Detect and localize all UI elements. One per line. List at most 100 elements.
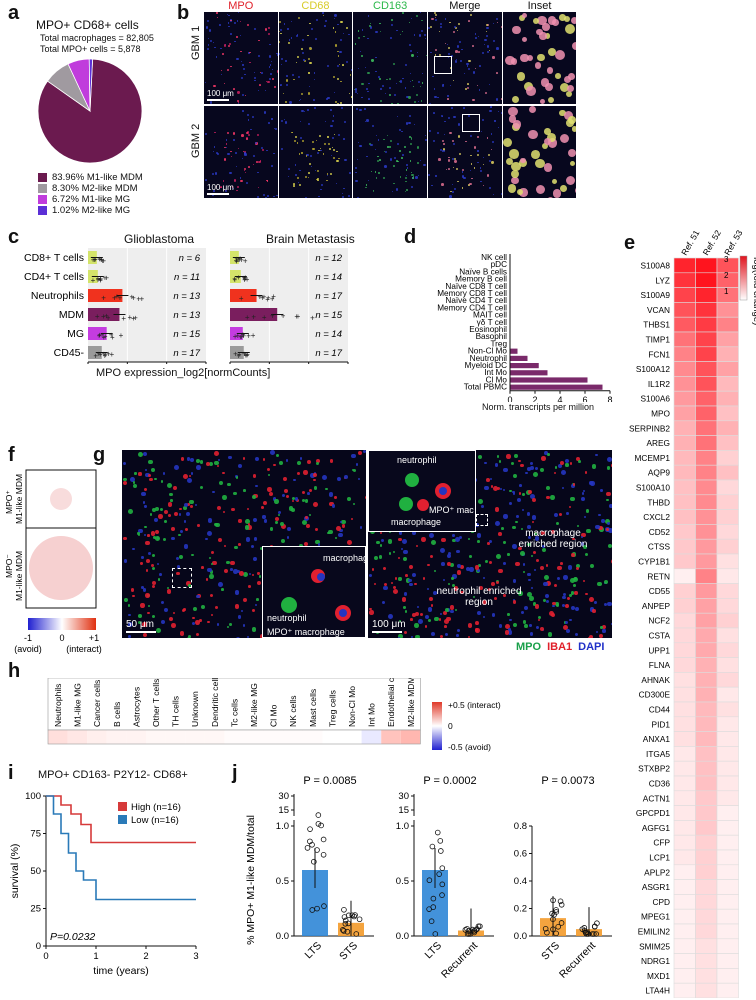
- cell-dot: [405, 169, 408, 171]
- cell-dot: [428, 173, 431, 176]
- cell-dot: [601, 519, 605, 523]
- c-title-gbm: Glioblastoma: [124, 232, 195, 246]
- cell-dot: [207, 44, 210, 46]
- cell-dot: [298, 100, 300, 102]
- f-cbar-tick: +1: [89, 633, 99, 643]
- c-datapoint: +: [246, 332, 251, 341]
- cell-dot: [272, 497, 277, 501]
- e-heat-cell: [695, 686, 718, 703]
- i-legend-swatch: [118, 802, 127, 811]
- cell-dot: [398, 80, 401, 83]
- cell-dot: [307, 460, 312, 465]
- cell-dot: [244, 171, 247, 174]
- cell-dot: [252, 573, 255, 577]
- cell-dot: [496, 21, 499, 23]
- cell-dot: [398, 556, 401, 560]
- j-tick-label: 0.8: [514, 821, 527, 832]
- e-heat-cell: [673, 405, 696, 422]
- cell-dot: [186, 581, 191, 586]
- cell-dot: [141, 491, 147, 497]
- cell-dot: [529, 465, 534, 470]
- cell-dot: [377, 139, 379, 141]
- cell-dot: [592, 464, 597, 469]
- d-bar: [510, 355, 528, 361]
- cell-dot: [441, 140, 444, 143]
- e-heat-cell: [695, 435, 718, 451]
- cell-dot: [336, 150, 338, 153]
- cell-dot: [590, 481, 595, 486]
- cell-dot: [378, 555, 383, 559]
- cell-dot: [380, 531, 383, 534]
- cell-dot: [376, 160, 379, 163]
- cell-dot: [512, 600, 517, 605]
- cell-dot: [343, 120, 347, 124]
- cell-dot: [284, 100, 287, 103]
- cell-dot: [357, 196, 359, 198]
- cell-dot: [544, 82, 553, 91]
- cell-dot: [381, 85, 384, 88]
- cell-dot: [453, 30, 456, 33]
- cell-dot: [216, 464, 220, 467]
- e-heat-cell: [673, 805, 696, 821]
- c-datapoint: +: [235, 332, 240, 341]
- h-heat-cell: [244, 730, 264, 744]
- cell-dot: [569, 618, 572, 622]
- cell-dot: [521, 509, 525, 512]
- cell-dot: [364, 67, 366, 69]
- c-row-label: MDM: [59, 309, 84, 321]
- cell-dot: [532, 521, 535, 524]
- cell-dot: [507, 613, 510, 616]
- cell-dot: [605, 491, 611, 497]
- cell-dot: [239, 35, 241, 37]
- cell-dot: [146, 534, 150, 538]
- cell-dot: [299, 153, 301, 155]
- cell-dot: [228, 42, 231, 45]
- cell-dot: [213, 150, 215, 153]
- cell-dot: [250, 544, 254, 548]
- j-group-label: LTS: [303, 940, 325, 962]
- cell-dot: [343, 138, 345, 140]
- cell-dot: [576, 566, 580, 571]
- cell-dot: [283, 93, 285, 95]
- cell-dot: [513, 473, 518, 478]
- cell-dot: [598, 513, 601, 517]
- j-tick-label: 0.0: [514, 931, 527, 942]
- cell-dot: [258, 54, 261, 57]
- h-heat-cell: [342, 730, 362, 744]
- cell-dot: [450, 190, 453, 193]
- cell-dot: [567, 565, 572, 570]
- spatial-interaction-heatmap: Neutrophils M1-like MG Cancer cells B cells…: [47, 678, 501, 752]
- d-row-label: Int Mo: [484, 368, 507, 377]
- cell-dot: [308, 123, 311, 126]
- e-heat-cell: [695, 464, 718, 481]
- cell-dot: [496, 454, 500, 458]
- cell-dot: [250, 128, 252, 131]
- cell-dot: [288, 39, 291, 41]
- cell-dot: [418, 80, 421, 83]
- cell-dot: [363, 35, 365, 38]
- cell-dot: [189, 500, 194, 505]
- cell-dot: [466, 63, 469, 66]
- cell-dot: [261, 149, 264, 151]
- cell-dot: [187, 478, 193, 484]
- cell-dot: [412, 531, 416, 535]
- cell-dot: [215, 151, 219, 155]
- pie-legend-item: 6.72% M1-like MG: [38, 194, 143, 205]
- cell-dot: [334, 134, 336, 136]
- e-heat-cell: [716, 376, 739, 392]
- cell-dot: [415, 14, 418, 17]
- h-column-label: Astrocytes: [131, 687, 141, 727]
- cell-dot: [482, 615, 486, 618]
- cell-dot: [488, 561, 492, 565]
- cell-dot: [272, 77, 275, 80]
- e-gene-label: S100A12: [636, 364, 671, 374]
- cell-dot: [254, 71, 256, 73]
- cell-dot: [456, 564, 461, 569]
- d-bar: [510, 370, 548, 376]
- zoom-cell: [281, 597, 297, 613]
- cell-dot: [187, 634, 191, 638]
- cell-dot: [138, 529, 143, 534]
- c-datapoint: +: [242, 275, 247, 284]
- e-heat-cell: [673, 612, 696, 629]
- cell-dot: [357, 142, 359, 144]
